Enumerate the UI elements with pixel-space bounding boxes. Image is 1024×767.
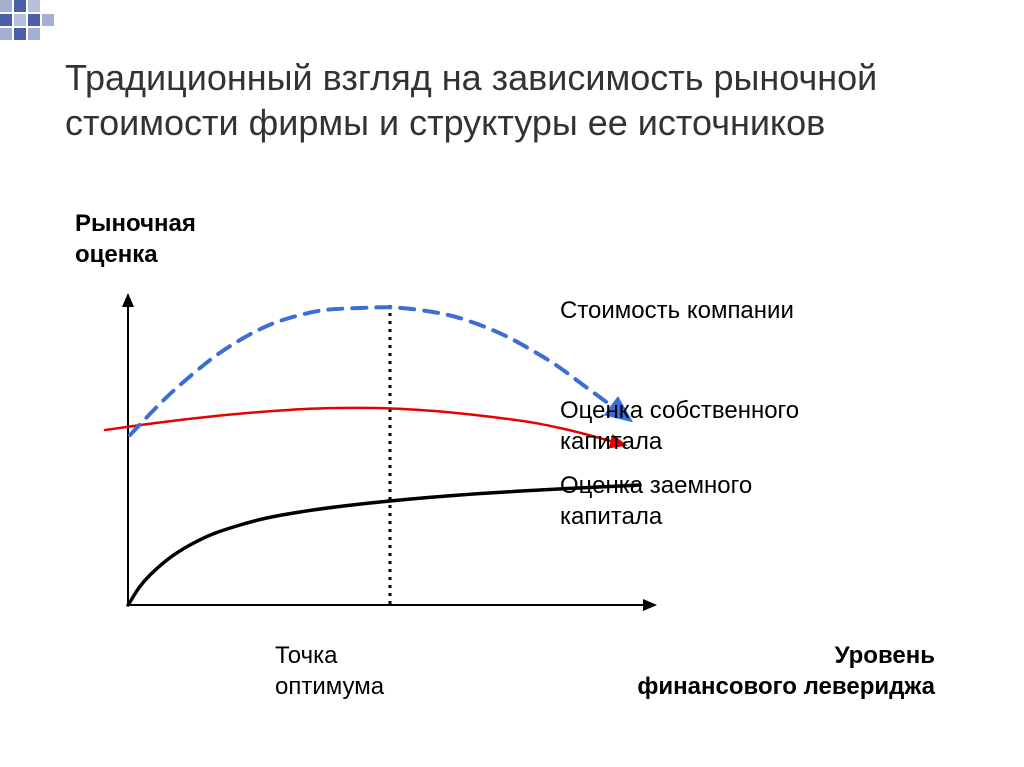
legend-company-value: Стоимость компании [560, 295, 794, 326]
legend-equity-line-2: капитала [560, 426, 799, 457]
x-axis-label-line-1: Уровень [555, 640, 935, 671]
x-axis-label-line-2: финансового левериджа [555, 671, 935, 702]
legend-debt-line-2: капитала [560, 501, 752, 532]
x-label-optimum: Точка оптимума [275, 640, 384, 702]
corner-decoration [0, 0, 180, 50]
x-label-optimum-line-2: оптимума [275, 671, 384, 702]
x-axis-label: Уровень финансового левериджа [555, 640, 935, 702]
x-label-optimum-line-1: Точка [275, 640, 384, 671]
y-axis-label: Рыночная оценка [75, 208, 196, 270]
legend-equity: Оценка собственного капитала [560, 395, 799, 457]
slide-title: Традиционный взгляд на зависимость рыноч… [65, 55, 974, 145]
legend-debt-line-1: Оценка заемного [560, 470, 752, 501]
ylabel-line-2: оценка [75, 239, 196, 270]
legend-equity-line-1: Оценка собственного [560, 395, 799, 426]
ylabel-line-1: Рыночная [75, 208, 196, 239]
legend-debt: Оценка заемного капитала [560, 470, 752, 532]
